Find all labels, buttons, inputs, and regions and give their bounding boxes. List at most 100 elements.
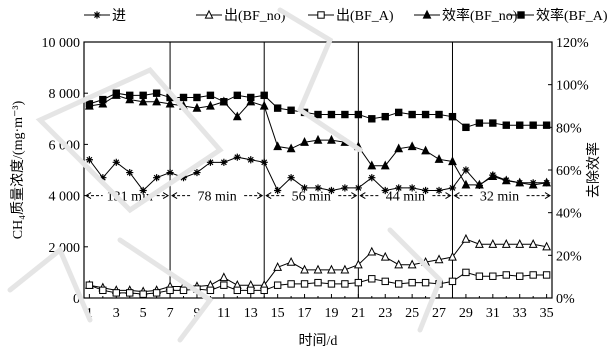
data-point-s3	[516, 272, 524, 280]
x-tick-label: 31	[486, 306, 500, 321]
data-point-s5	[112, 89, 120, 97]
data-point-s3	[314, 278, 322, 287]
phase-label: 56 min	[292, 190, 331, 205]
x-axis-label: 时间/d	[299, 333, 338, 349]
data-point-s1	[462, 166, 470, 174]
data-point-s3	[220, 281, 228, 289]
y-right-tick-label: 0%	[556, 292, 575, 307]
data-point-s3	[502, 271, 510, 279]
x-tick-label: 23	[378, 306, 392, 321]
data-point-s2	[542, 241, 552, 251]
data-point-s3	[475, 272, 484, 280]
data-point-s5	[179, 93, 188, 102]
data-point-s3	[112, 289, 120, 297]
data-point-s3	[462, 268, 470, 277]
data-point-s3	[394, 280, 403, 288]
data-point-s2	[380, 251, 390, 261]
data-point-s1	[247, 156, 255, 164]
data-point-s5	[233, 91, 242, 100]
data-point-s5	[341, 110, 349, 119]
data-point-s3	[489, 272, 497, 280]
data-point-s1	[287, 174, 295, 182]
data-point-s2	[300, 264, 309, 274]
data-point-s2	[367, 246, 377, 256]
data-point-s1	[220, 158, 228, 166]
data-point-s3	[542, 271, 551, 279]
data-point-s1	[435, 186, 443, 195]
x-tick-label: 17	[298, 306, 312, 321]
y-left-axis-label: CH₄质量浓度/(mg·m⁻³)	[10, 100, 26, 239]
data-point-s3	[206, 286, 215, 295]
data-point-s5	[408, 110, 416, 119]
data-point-s4	[407, 141, 417, 151]
data-point-s1	[153, 174, 161, 182]
data-point-s5	[489, 119, 497, 127]
legend-label: 出(BF_no)	[224, 8, 286, 24]
data-point-s4	[528, 179, 538, 189]
data-point-s1	[381, 186, 389, 195]
data-point-s3	[300, 280, 309, 288]
data-point-s5	[354, 110, 363, 119]
data-point-s5	[475, 119, 484, 127]
data-point-s3	[126, 289, 134, 297]
data-point-s5	[529, 121, 537, 129]
data-point-s5	[220, 98, 228, 106]
data-point-s2	[340, 264, 350, 274]
data-point-s2	[286, 256, 296, 266]
data-point-s1	[327, 186, 336, 195]
legend-marker	[317, 11, 325, 19]
data-point-s1	[206, 158, 215, 166]
data-point-s2	[273, 262, 283, 271]
data-point-s2	[515, 239, 525, 248]
data-point-s3	[260, 286, 268, 295]
data-point-s1	[354, 184, 362, 192]
data-point-s4	[474, 179, 484, 189]
data-point-s1	[139, 186, 147, 195]
data-point-s5	[166, 93, 174, 102]
data-point-s2	[353, 259, 363, 269]
data-point-s5	[273, 104, 282, 112]
y-right-axis-label: 去除效率	[585, 142, 602, 198]
data-point-s5	[381, 112, 389, 121]
data-point-s5	[435, 110, 443, 119]
data-point-s4	[434, 154, 444, 163]
data-point-s1	[126, 168, 134, 177]
data-point-s1	[99, 174, 107, 182]
plot-frame	[83, 41, 553, 299]
data-point-s5	[421, 110, 430, 119]
phase-arrowhead	[359, 192, 366, 200]
data-point-s5	[247, 93, 255, 102]
data-point-s3	[408, 278, 416, 287]
data-point-s1	[300, 184, 309, 192]
x-tick-label: 33	[513, 306, 527, 321]
legend-label: 进	[112, 8, 126, 24]
x-tick-label: 7	[167, 306, 174, 321]
data-point-s1	[85, 156, 93, 164]
data-point-s4	[367, 160, 377, 170]
data-point-s2	[474, 239, 484, 248]
data-point-s3	[287, 280, 295, 288]
data-point-s3	[99, 286, 107, 295]
data-point-s5	[206, 91, 215, 100]
data-point-s1	[421, 186, 430, 195]
data-point-s2	[461, 233, 471, 243]
data-point-s1	[368, 174, 376, 182]
y-left-tick-label: 8 000	[49, 87, 81, 102]
data-point-s1	[260, 158, 268, 166]
x-tick-label: 21	[351, 306, 365, 321]
data-point-s3	[179, 286, 188, 295]
data-point-s5	[502, 121, 510, 129]
legend-marker	[204, 9, 214, 19]
data-point-s1	[233, 153, 241, 161]
data-point-s4	[501, 175, 511, 185]
data-point-s3	[354, 278, 363, 287]
x-tick-label: 29	[459, 306, 473, 321]
data-point-s4	[259, 100, 269, 110]
data-point-s4	[421, 145, 430, 155]
y-right-tick-label: 60%	[556, 164, 582, 179]
data-point-s1	[112, 158, 120, 166]
data-point-s3	[448, 277, 457, 286]
x-tick-label: 3	[113, 306, 120, 321]
x-tick-label: 25	[405, 306, 419, 321]
data-point-s2	[327, 264, 336, 274]
